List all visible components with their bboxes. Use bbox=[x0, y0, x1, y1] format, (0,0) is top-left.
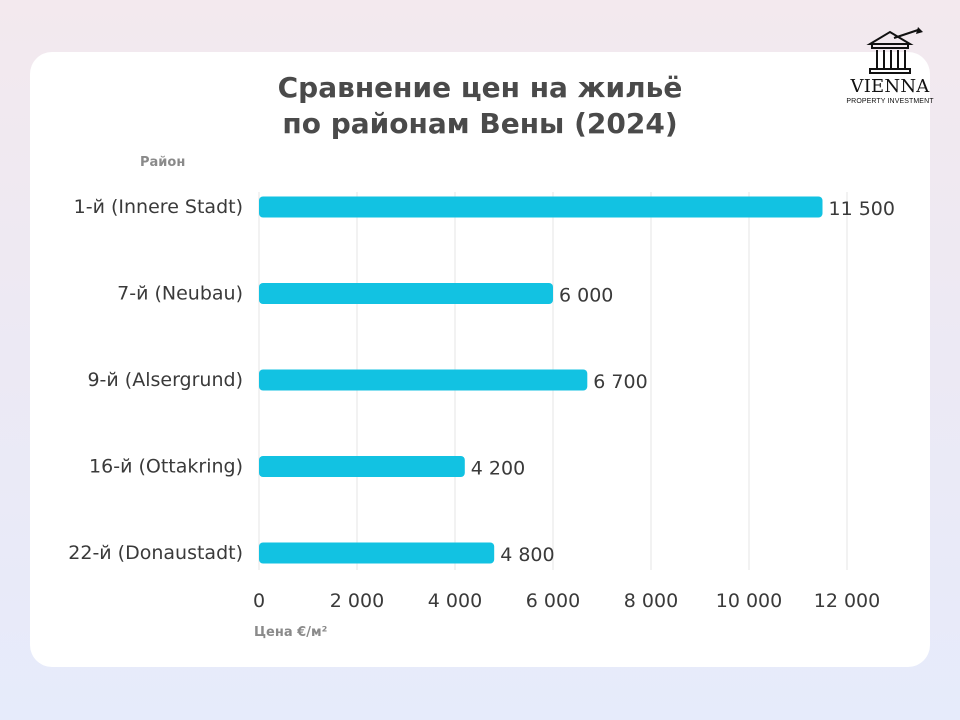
labels: 0 2 000 4 000 6 000 8 000 10 000 12 000 1-й (In… bbox=[68, 196, 895, 612]
value-label: 6 700 bbox=[593, 371, 647, 393]
brand-tagline: PROPERTY INVESTMENT bbox=[846, 98, 934, 105]
value-label: 4 800 bbox=[500, 544, 554, 566]
x-tick-label: 12 000 bbox=[814, 590, 880, 612]
bar bbox=[259, 283, 553, 304]
bar bbox=[259, 196, 823, 218]
bars bbox=[259, 196, 823, 564]
bar bbox=[259, 369, 588, 391]
value-label: 6 000 bbox=[559, 285, 613, 307]
category-label: 22-й (Donaustadt) bbox=[68, 542, 243, 564]
chart-title-line-1: Сравнение цен на жильё bbox=[277, 71, 683, 104]
building-columns-arrow-icon bbox=[866, 27, 923, 74]
category-label: 7-й (Neubau) bbox=[117, 283, 243, 305]
y-axis-title: Район bbox=[140, 155, 185, 170]
category-label: 16-й (Ottakring) bbox=[89, 456, 243, 478]
chart-card bbox=[30, 52, 930, 667]
x-tick-label: 4 000 bbox=[428, 590, 482, 612]
brand-name: VIENNA bbox=[850, 76, 930, 97]
x-tick-label: 8 000 bbox=[624, 590, 678, 612]
x-tick-label: 6 000 bbox=[526, 590, 580, 612]
category-label: 9-й (Alsergrund) bbox=[87, 369, 243, 391]
category-label: 1-й (Innere Stadt) bbox=[74, 196, 243, 218]
chart-title: Сравнение цен на жильё по районам Вены (… bbox=[180, 70, 780, 142]
x-tick-label: 2 000 bbox=[330, 590, 384, 612]
chart-title-line-2: по районам Вены (2024) bbox=[282, 107, 678, 140]
x-axis-title: Цена €/м² bbox=[254, 625, 327, 640]
x-tick-label: 0 bbox=[253, 590, 265, 612]
x-tick-label: 10 000 bbox=[716, 590, 782, 612]
value-label: 4 200 bbox=[471, 458, 525, 480]
bar bbox=[259, 456, 465, 477]
value-label: 11 500 bbox=[829, 198, 895, 220]
bar bbox=[259, 542, 495, 564]
